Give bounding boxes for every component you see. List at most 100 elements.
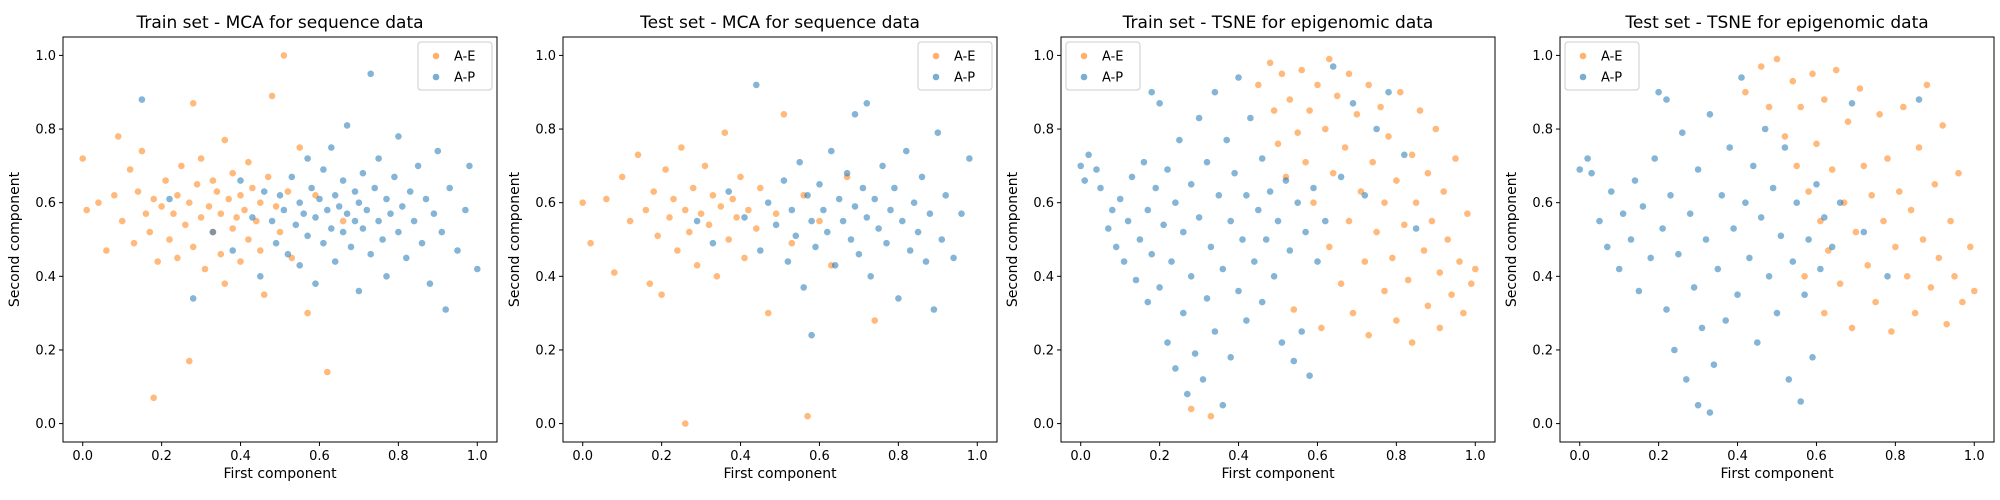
- scatter-point: [189, 295, 197, 302]
- scatter-point: [800, 284, 807, 291]
- scatter-point: [1286, 96, 1294, 103]
- x-tick-label: 0.8: [1386, 449, 1407, 464]
- scatter-point: [249, 214, 256, 221]
- scatter-point: [863, 214, 871, 221]
- scatter-point: [1302, 228, 1309, 236]
- scatter-point: [1349, 309, 1357, 317]
- scatter-point: [753, 225, 760, 232]
- scatter-point: [926, 210, 934, 217]
- scatter-point: [816, 217, 823, 225]
- scatter-point: [764, 309, 772, 317]
- scatter-point: [221, 136, 229, 144]
- scatter-point: [1191, 350, 1199, 357]
- scatter-point: [304, 309, 311, 317]
- legend-marker-a-p: [1579, 73, 1587, 81]
- scatter-point: [201, 265, 209, 273]
- scatter-point: [1444, 236, 1451, 243]
- scatter-point: [1576, 166, 1583, 173]
- scatter-point: [237, 258, 244, 265]
- scatter-point: [1907, 206, 1915, 214]
- scatter-point: [1848, 324, 1856, 332]
- scatter-point: [883, 239, 890, 247]
- scatter-point: [887, 206, 894, 214]
- scatter-point: [1298, 66, 1305, 74]
- scatter-point: [1757, 63, 1765, 70]
- scatter-point: [1785, 376, 1793, 383]
- scatter-point: [1290, 306, 1298, 313]
- scatter-point: [812, 243, 819, 251]
- scatter-point: [1322, 125, 1329, 133]
- x-tick-label: 0.8: [1885, 449, 1906, 464]
- scatter-point: [442, 306, 450, 313]
- chart-title: Test set - MCA for sequence data: [639, 13, 920, 33]
- scatter-point: [1361, 258, 1369, 265]
- chart-panel-4: Test set - TSNE for epigenomic data 0.0 0.…: [1504, 13, 1995, 482]
- y-tick-label: 0.2: [1033, 343, 1054, 358]
- scatter-point: [359, 169, 367, 177]
- scatter-point: [1286, 247, 1294, 254]
- scatter-point: [1211, 328, 1219, 335]
- x-tick-label: 0.2: [1648, 449, 1669, 464]
- scatter-point: [780, 111, 788, 118]
- scatter-point: [288, 173, 296, 181]
- scatter-point: [1943, 320, 1950, 328]
- legend-label-a-e: A-E: [954, 50, 976, 65]
- scatter-point: [839, 217, 847, 225]
- scatter-point: [1659, 225, 1666, 232]
- y-tick-label: 1.0: [535, 49, 556, 64]
- scatter-point: [1915, 96, 1923, 103]
- plot-frame: [562, 36, 998, 443]
- scatter-point: [603, 195, 610, 203]
- scatter-point: [1373, 125, 1380, 133]
- scatter-point: [249, 184, 256, 192]
- scatter-point: [339, 228, 347, 236]
- scatter-point: [828, 147, 835, 155]
- scatter-point: [1888, 328, 1895, 335]
- scatter-point: [134, 188, 142, 195]
- scatter-point: [1270, 273, 1278, 280]
- x-tick-label: 0.4: [730, 449, 751, 464]
- scatter-point: [1448, 291, 1455, 299]
- scatter-point: [1097, 184, 1104, 192]
- scatter-point: [138, 96, 146, 103]
- scatter-point: [339, 217, 347, 225]
- scatter-point: [1239, 236, 1246, 243]
- scatter-point: [1750, 162, 1757, 170]
- scatter-point: [1939, 122, 1946, 129]
- scatter-point: [320, 166, 327, 173]
- y-tick-label: 0.0: [1033, 417, 1054, 432]
- scatter-point: [83, 206, 90, 214]
- scatter-point: [264, 173, 272, 181]
- scatter-point: [178, 162, 185, 170]
- scatter-point: [324, 206, 331, 214]
- scatter-point: [193, 181, 201, 188]
- scatter-point: [158, 203, 165, 210]
- scatter-point: [922, 258, 930, 265]
- scatter-point: [1884, 155, 1891, 162]
- scatter-point: [1081, 177, 1088, 184]
- scatter-point: [1765, 103, 1773, 111]
- scatter-point: [245, 158, 252, 166]
- scatter-point: [1156, 100, 1163, 107]
- scatter-point: [296, 262, 304, 269]
- scatter-point: [1754, 339, 1761, 346]
- scatter-point: [1337, 173, 1345, 181]
- scatter-point: [347, 243, 355, 251]
- scatter-point: [426, 280, 434, 288]
- scatter-point: [1686, 210, 1694, 217]
- scatter-point: [1694, 166, 1702, 173]
- scatter-point: [186, 357, 193, 365]
- scatter-point: [682, 420, 689, 427]
- scatter-point: [1742, 88, 1749, 96]
- scatter-point: [1805, 236, 1812, 243]
- scatter-point: [1631, 177, 1639, 184]
- scatter-point: [434, 147, 442, 155]
- scatter-point: [422, 195, 430, 203]
- scatter-point: [930, 306, 938, 313]
- scatter-point: [670, 195, 677, 203]
- scatter-point: [1726, 144, 1733, 151]
- scatter-point: [410, 217, 418, 225]
- scatter-point: [1436, 269, 1444, 276]
- scatter-point: [1258, 155, 1266, 162]
- y-tick-label: 0.2: [35, 343, 56, 358]
